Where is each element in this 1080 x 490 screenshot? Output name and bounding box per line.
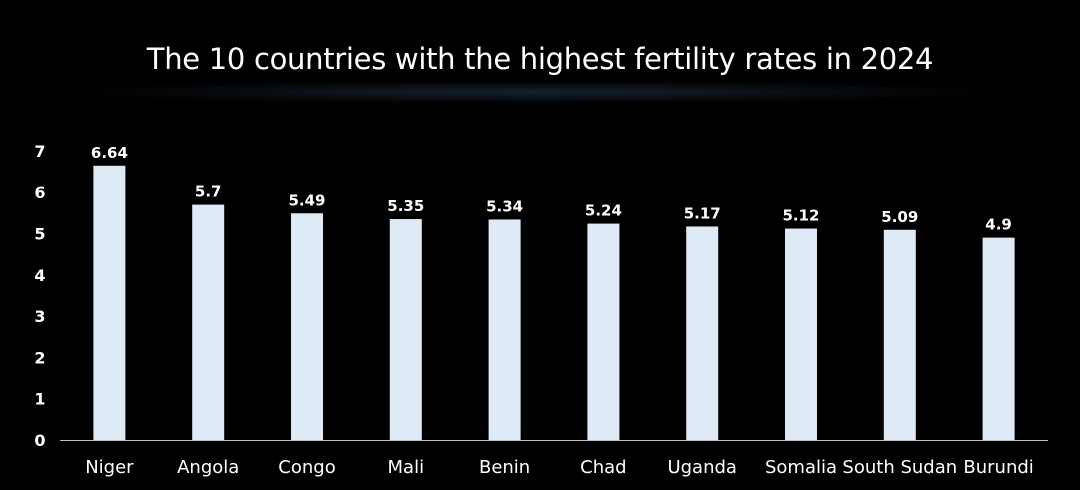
bar: [785, 228, 817, 440]
data-label: 5.12: [782, 207, 819, 225]
bar: [192, 204, 225, 440]
bar: [686, 226, 719, 440]
data-labels: 6.64 5.7 5.49 5.35 5.34 5.24 5.17 5.12 5.09 4.9: [91, 144, 1012, 234]
category-label: Angola: [177, 457, 239, 478]
category-label: Burundi: [963, 457, 1033, 478]
category-label: Chad: [580, 457, 626, 478]
y-tick-label: 7: [34, 142, 45, 161]
data-label: 5.24: [585, 202, 622, 220]
category-label: Benin: [479, 457, 530, 478]
y-tick-label: 4: [34, 266, 45, 285]
chart-title: The 10 countries with the highest fertil…: [146, 42, 934, 76]
category-label: South Sudan: [842, 457, 957, 478]
bar: [291, 213, 323, 440]
data-label: 5.7: [195, 183, 222, 201]
y-tick-label: 5: [34, 225, 45, 244]
bar: [883, 229, 916, 440]
y-tick-label: 3: [34, 307, 45, 326]
data-label: 5.17: [684, 204, 721, 222]
data-label: 5.35: [387, 197, 424, 215]
data-label: 4.9: [985, 216, 1012, 234]
data-label: 5.49: [288, 191, 325, 209]
category-label: Congo: [278, 457, 335, 478]
title-glow: [70, 80, 1000, 104]
category-label: Somalia: [765, 457, 837, 478]
data-label: 5.09: [881, 208, 918, 226]
y-axis-ticks: 0 1 2 3 4 5 6 7: [34, 142, 45, 450]
data-label: 6.64: [91, 144, 128, 162]
bar: [982, 237, 1015, 440]
category-label: Uganda: [667, 457, 737, 478]
data-label: 5.34: [486, 197, 523, 215]
bar: [93, 165, 126, 440]
bar: [587, 223, 620, 440]
bar: [389, 219, 422, 440]
bars: [93, 165, 1015, 440]
bar: [488, 219, 521, 440]
category-label: Mali: [388, 457, 425, 478]
y-tick-label: 0: [34, 431, 45, 450]
category-labels: Niger Angola Congo Mali Benin Chad Uganda Somal…: [85, 457, 1034, 478]
y-tick-label: 2: [34, 348, 45, 367]
y-tick-label: 1: [34, 390, 45, 409]
y-tick-label: 6: [34, 183, 45, 202]
category-label: Niger: [85, 457, 134, 478]
